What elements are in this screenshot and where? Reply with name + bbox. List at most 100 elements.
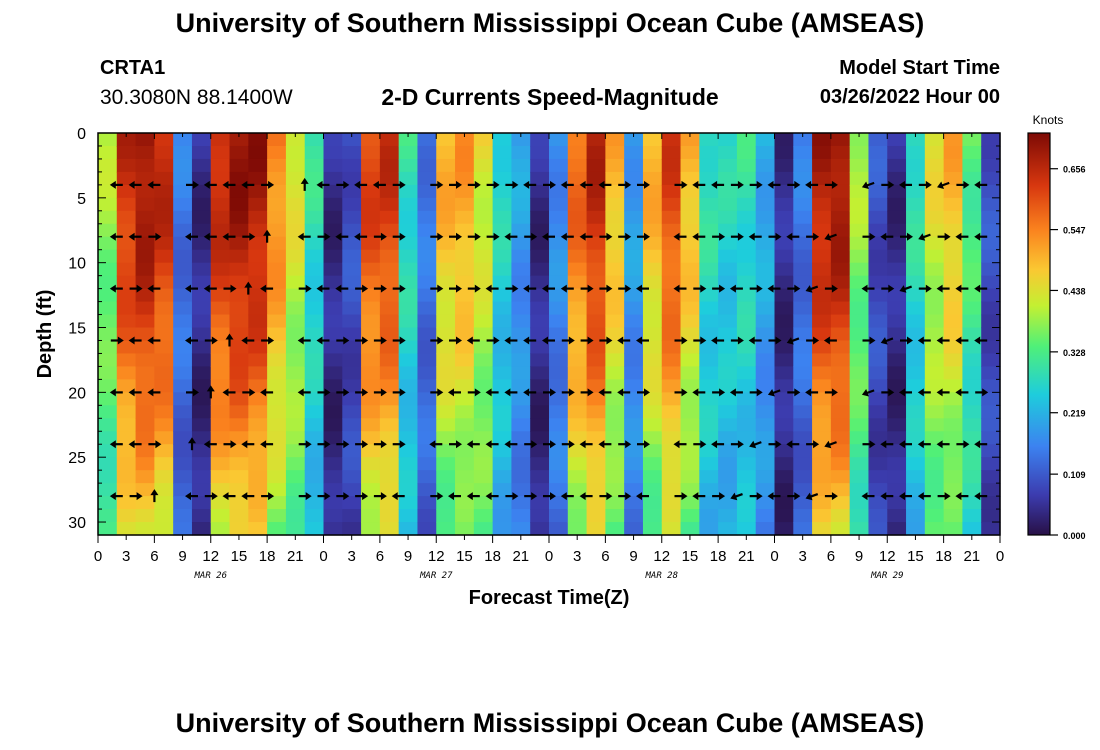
heatmap-cell bbox=[887, 405, 907, 419]
heatmap-cell bbox=[661, 171, 682, 186]
heatmap-cell bbox=[661, 288, 682, 303]
heatmap-cell bbox=[549, 314, 569, 329]
heatmap-cell bbox=[455, 223, 475, 238]
heatmap-cell bbox=[361, 509, 381, 523]
heatmap-cell bbox=[492, 509, 513, 523]
heatmap-cell bbox=[830, 327, 851, 342]
heatmap-cell bbox=[229, 327, 249, 342]
current-arrow bbox=[768, 440, 782, 449]
current-arrow bbox=[297, 232, 311, 241]
heatmap-cell bbox=[342, 496, 362, 510]
heatmap-cell bbox=[567, 210, 588, 225]
heatmap-cell bbox=[473, 210, 494, 225]
current-arrow bbox=[560, 180, 574, 189]
heatmap-cell bbox=[342, 522, 362, 536]
heatmap-cell bbox=[323, 210, 343, 225]
heatmap-cell bbox=[718, 171, 738, 186]
heatmap-cell bbox=[191, 353, 212, 368]
heatmap-cell bbox=[116, 483, 137, 497]
current-arrow bbox=[749, 440, 762, 449]
heatmap-cell bbox=[116, 262, 137, 277]
current-arrow bbox=[504, 336, 518, 345]
heatmap-cell bbox=[342, 327, 362, 342]
heatmap-cell bbox=[868, 197, 888, 212]
heatmap-cell bbox=[98, 522, 118, 536]
heatmap-cell bbox=[962, 288, 982, 303]
x-tick-label: 9 bbox=[178, 548, 186, 565]
heatmap-cell bbox=[624, 444, 644, 458]
heatmap-cell bbox=[887, 457, 907, 471]
heatmap-cell bbox=[98, 314, 118, 329]
current-arrow bbox=[449, 232, 462, 241]
x-tick-label: 9 bbox=[404, 548, 412, 565]
heatmap-cell bbox=[962, 314, 982, 329]
current-arrow bbox=[974, 180, 988, 189]
heatmap-cell bbox=[248, 483, 268, 497]
current-arrow bbox=[730, 336, 744, 345]
heatmap-cell bbox=[924, 314, 945, 329]
heatmap-cell bbox=[323, 133, 343, 147]
current-arrow bbox=[787, 388, 801, 397]
heatmap-cell bbox=[981, 431, 1001, 445]
heatmap-cell bbox=[567, 145, 588, 160]
heatmap-cell bbox=[417, 314, 437, 329]
heatmap-cell bbox=[323, 249, 343, 264]
current-arrow bbox=[599, 492, 613, 501]
current-arrow bbox=[805, 180, 819, 189]
heatmap-cell bbox=[229, 353, 249, 368]
heatmap-cell bbox=[605, 483, 625, 497]
heatmap-cell bbox=[116, 133, 137, 147]
heatmap-cell bbox=[323, 301, 343, 316]
heatmap-cell bbox=[868, 509, 888, 523]
heatmap-cell bbox=[267, 184, 287, 199]
heatmap-cell bbox=[455, 340, 475, 355]
heatmap-cell bbox=[943, 249, 964, 264]
heatmap-cell bbox=[135, 171, 155, 186]
heatmap-cell bbox=[342, 210, 362, 225]
heatmap-cell bbox=[530, 158, 550, 173]
heatmap-cell bbox=[135, 197, 155, 212]
current-arrow bbox=[673, 284, 687, 293]
heatmap-cell bbox=[210, 340, 231, 355]
heatmap-cell bbox=[135, 457, 155, 471]
current-arrow bbox=[881, 388, 895, 397]
current-arrow bbox=[485, 440, 499, 449]
heatmap-cell bbox=[624, 158, 644, 173]
heatmap-cell bbox=[718, 314, 738, 329]
heatmap-cell bbox=[605, 327, 625, 342]
heatmap-cell bbox=[248, 210, 268, 225]
heatmap-cell bbox=[793, 405, 813, 419]
heatmap-cell bbox=[436, 457, 456, 471]
heatmap-cell bbox=[248, 249, 268, 264]
current-arrow bbox=[900, 336, 913, 345]
heatmap-cell bbox=[793, 249, 813, 264]
heatmap-cell bbox=[398, 223, 419, 238]
heatmap-cell bbox=[661, 275, 682, 290]
heatmap-cell bbox=[361, 262, 381, 277]
heatmap-cell bbox=[248, 327, 268, 342]
y-tick-label: 5 bbox=[77, 191, 86, 208]
heatmap-cell bbox=[962, 405, 982, 419]
heatmap-cell bbox=[116, 327, 137, 342]
heatmap-cell bbox=[154, 210, 174, 225]
heatmap-cell bbox=[304, 236, 325, 251]
current-arrow bbox=[298, 440, 312, 449]
heatmap-cell bbox=[680, 509, 700, 523]
heatmap-cell bbox=[98, 288, 118, 303]
heatmap-cell bbox=[924, 236, 945, 251]
current-arrow bbox=[524, 440, 538, 449]
current-arrow bbox=[881, 284, 895, 293]
heatmap-cell bbox=[680, 444, 700, 458]
heatmap-cell bbox=[417, 171, 437, 186]
heatmap-cell bbox=[379, 340, 400, 355]
heatmap-cell bbox=[455, 171, 475, 186]
current-arrow bbox=[373, 232, 387, 241]
heatmap-cell bbox=[755, 470, 776, 484]
current-arrow bbox=[729, 284, 743, 293]
current-arrow bbox=[448, 388, 461, 397]
heatmap-cell bbox=[981, 405, 1001, 419]
heatmap-cell bbox=[455, 262, 475, 277]
heatmap-cell bbox=[304, 366, 325, 380]
heatmap-cell bbox=[849, 262, 870, 277]
heatmap-cell bbox=[924, 418, 945, 432]
